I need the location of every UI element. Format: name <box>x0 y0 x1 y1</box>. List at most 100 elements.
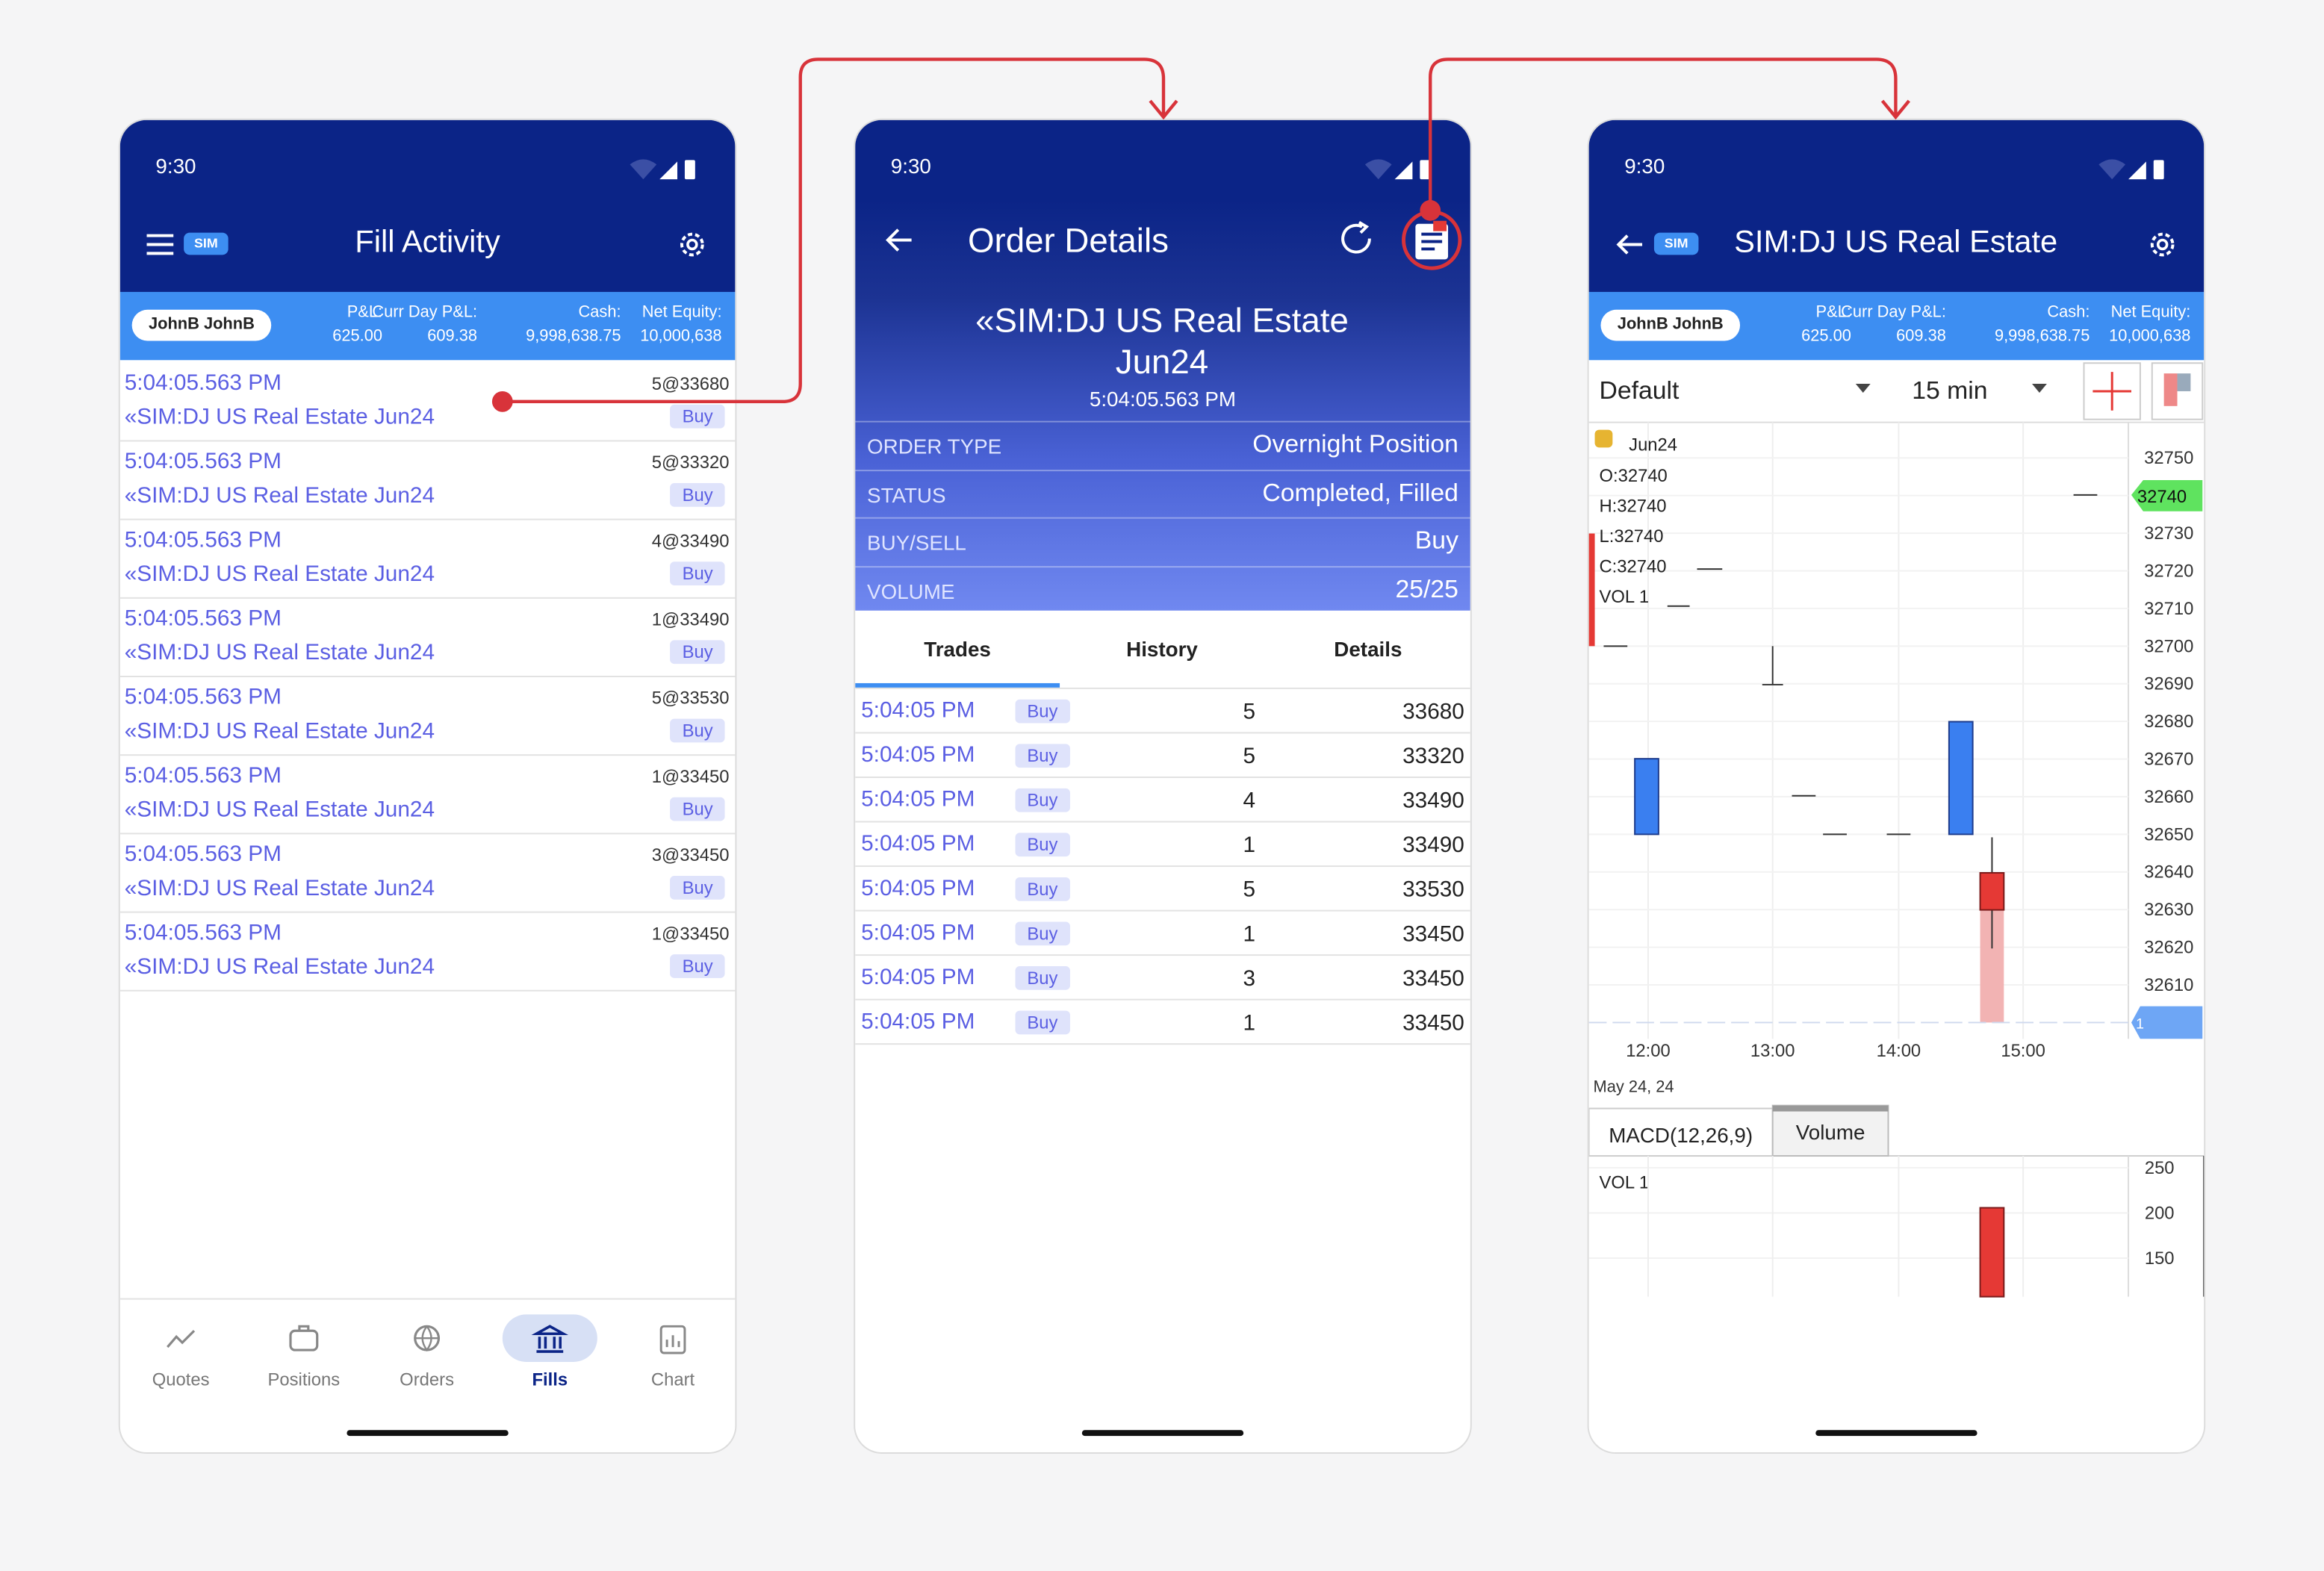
back-icon <box>886 228 912 252</box>
status-icons <box>2098 159 2164 180</box>
indicator-tab-label: MACD(12,26,9) <box>1609 1124 1753 1147</box>
trade-price: 33680 <box>1402 699 1464 725</box>
trade-price: 33320 <box>1402 744 1464 770</box>
nav-icon <box>531 1325 569 1353</box>
interval-select: 15 min <box>1912 376 1988 405</box>
price-axis-label: 32680 <box>2144 712 2193 732</box>
ohlc-label: VOL 1 <box>1599 587 1649 607</box>
price-axis-label: 32660 <box>2144 787 2193 807</box>
side-badge: Buy <box>1015 921 1070 946</box>
screen-title: Fill Activity <box>355 225 500 260</box>
row-separator <box>855 732 1470 734</box>
trade-qty: 1 <box>1243 1010 1256 1036</box>
nav-icon-part <box>298 1325 310 1331</box>
settings-icon-part <box>2156 238 2169 251</box>
sim-badge: SIM <box>184 232 229 255</box>
detail-value: Buy <box>1414 526 1458 555</box>
account-bar: JohnB JohnB P&L: 625.00 Curr Day P&L: 609.38… <box>1588 291 2205 361</box>
fill-instrument: «SIM:DJ US Real Estate Jun24 <box>124 404 435 430</box>
fill-qty-price: 1@33450 <box>651 766 730 787</box>
tab[interactable]: History <box>1126 637 1198 662</box>
status-icons-part <box>1364 159 1392 180</box>
settings-icon <box>2150 232 2175 257</box>
settings-icon-part <box>2150 232 2175 257</box>
volume-panel-label: VOL 1 <box>1599 1173 1649 1193</box>
fill-instrument: «SIM:DJ US Real Estate Jun24 <box>124 797 435 823</box>
back-icon-part <box>886 228 912 252</box>
row-separator <box>855 909 1470 912</box>
price-axis-label: 32710 <box>2144 599 2193 619</box>
summary-value: 9,998,638.75 <box>526 327 621 346</box>
legend-label: Jun24 <box>1629 435 1677 455</box>
tab-separator <box>855 687 1470 689</box>
status-time: 9:30 <box>890 154 931 178</box>
price-axis-label: 32630 <box>2144 900 2193 920</box>
volume-axis-label: 200 <box>2145 1203 2175 1223</box>
price-axis-label: 32640 <box>2144 862 2193 883</box>
nav-icon <box>659 1325 686 1354</box>
nav-icon-part <box>665 1335 680 1348</box>
trade-qty: 5 <box>1243 699 1256 725</box>
status-icons <box>1364 159 1431 180</box>
refresh-icon <box>1341 221 1371 254</box>
price-axis-label: 32670 <box>2144 750 2193 770</box>
trade-qty: 1 <box>1243 833 1256 859</box>
indicator-tab-label: Volume <box>1796 1121 1865 1144</box>
side-badge: Buy <box>1015 833 1070 857</box>
settings-icon-part <box>686 238 698 251</box>
side-badge: Buy <box>670 718 725 743</box>
summary-label: P&L: <box>347 303 383 322</box>
price-axis-label: 32700 <box>2144 636 2193 656</box>
fill-instrument: «SIM:DJ US Real Estate Jun24 <box>124 875 435 901</box>
tab[interactable]: Details <box>1334 637 1402 662</box>
row-separator <box>855 776 1470 778</box>
indicator-tab-top <box>1772 1105 1889 1112</box>
candle <box>1979 871 2005 911</box>
row-separator <box>855 1043 1470 1045</box>
trade-price: 33490 <box>1402 788 1464 814</box>
last-price-label: 32740 <box>2137 487 2187 507</box>
ohlc-label: H:32740 <box>1599 497 1666 517</box>
tab[interactable]: Trades <box>924 637 991 662</box>
account-bar: JohnB JohnB P&L: 625.00 Curr Day P&L: 609.38… <box>119 291 736 361</box>
fill-instrument: «SIM:DJ US Real Estate Jun24 <box>124 561 435 587</box>
summary-label: Net Equity: <box>641 303 722 322</box>
nav-icon <box>414 1325 441 1352</box>
account-pill[interactable]: JohnB JohnB <box>131 309 272 341</box>
side-badge: Buy <box>670 561 725 585</box>
refresh-icon-part <box>1341 223 1371 254</box>
nav-label[interactable]: Fills <box>532 1369 568 1390</box>
fill-time: 5:04:05.563 PM <box>124 606 282 632</box>
screen-title: SIM:DJ US Real Estate <box>1734 225 2058 260</box>
trade-time: 5:04:05 PM <box>861 742 975 768</box>
detail-separator <box>855 565 1470 567</box>
candle <box>1634 758 1659 836</box>
nav-label[interactable]: Positions <box>267 1369 341 1390</box>
time-axis-label: 13:00 <box>1750 1041 1795 1061</box>
row-separator <box>119 911 736 913</box>
nav-label[interactable]: Orders <box>400 1369 455 1390</box>
detail-separator <box>855 420 1470 423</box>
settings-icon <box>680 232 704 257</box>
style-button <box>2151 362 2204 420</box>
status-icons <box>630 159 695 180</box>
price-axis-label: 32650 <box>2144 824 2193 844</box>
side-badge: Buy <box>1015 744 1070 768</box>
account-pill[interactable]: JohnB JohnB <box>1600 309 1741 341</box>
side-badge: Buy <box>670 875 725 900</box>
header <box>119 119 736 292</box>
fill-time: 5:04:05.563 PM <box>124 370 282 396</box>
trade-time: 5:04:05 PM <box>861 875 975 901</box>
nav-label[interactable]: Chart <box>650 1369 695 1390</box>
nav-label[interactable]: Quotes <box>152 1369 210 1390</box>
summary-label: Net Equity: <box>2110 303 2191 322</box>
ohlc-label: C:32740 <box>1599 556 1666 576</box>
report-icon <box>1415 220 1449 260</box>
volume-bar <box>1979 1207 2005 1298</box>
status-icons-part <box>684 160 695 180</box>
price-axis-label: 32730 <box>2144 523 2193 544</box>
detail-separator <box>855 469 1470 471</box>
side-badge: Buy <box>1015 1010 1070 1035</box>
status-icons-part <box>1420 160 1431 180</box>
